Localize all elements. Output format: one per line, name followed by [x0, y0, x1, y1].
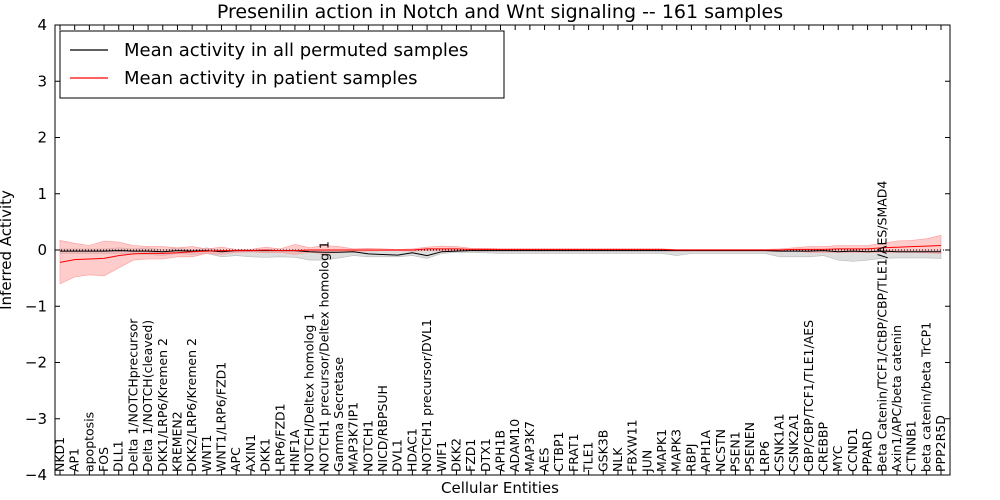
category-label: NKD1 [52, 437, 67, 472]
category-label: FRAT1 [566, 433, 581, 472]
category-label: JUN [639, 450, 654, 473]
category-label: CREBBP [816, 422, 831, 472]
category-label: HNF1A [287, 429, 302, 472]
category-label: PPP2R5D [933, 415, 948, 472]
category-label: WNT1/LRP6/FZD1 [214, 362, 229, 472]
category-label: GSK3B [595, 430, 610, 472]
category-label: DLL1 [111, 440, 126, 472]
category-label: CCND1 [845, 428, 860, 472]
category-label: DVL1 [390, 439, 405, 472]
legend-box [59, 30, 505, 99]
category-label: Gamma Secretase [331, 357, 346, 472]
category-label: CSNK1A1 [772, 413, 787, 472]
category-label: WNT1 [199, 435, 214, 472]
category-label: CSNK2A1 [786, 413, 801, 472]
category-label: MAP3K7IP1 [346, 402, 361, 472]
category-label: NOTCH1 [360, 420, 375, 472]
category-label: AXIN1 [243, 434, 258, 472]
category-label: APC [228, 447, 243, 472]
legend-label-1: Mean activity in patient samples [124, 68, 418, 89]
category-label: NLK [610, 447, 625, 472]
y-tick-label: −3 [25, 410, 47, 428]
category-label: PPARD [860, 431, 875, 472]
y-axis-label: Inferred Activity [0, 190, 15, 310]
category-label: MAPK3 [669, 429, 684, 472]
confidence-bands [59, 235, 942, 285]
category-label: AP1 [67, 448, 82, 472]
y-tick-label: 0 [37, 241, 47, 259]
category-label: TLE1 [581, 442, 596, 473]
category-label: PSEN1 [727, 431, 742, 472]
category-label: NOTCH1 precursor/DVL1 [419, 319, 434, 472]
category-label: beta catenin/beta TrCP1 [918, 322, 933, 472]
category-label: DKK1 [258, 438, 273, 472]
category-label: apoptosis [81, 412, 96, 472]
category-label: FBXW11 [625, 419, 640, 472]
plot-frame [54, 24, 951, 476]
y-tick-label: 2 [37, 129, 47, 147]
y-tick-label: −2 [25, 354, 47, 372]
y-tick-label: −1 [25, 297, 47, 315]
category-label: KREMEN2 [170, 411, 185, 472]
category-label: CTNNB1 [904, 420, 919, 472]
category-label: RBPJ [683, 444, 698, 473]
series-lines [55, 245, 950, 263]
category-labels: NKD1 AP1 apoptosis FOS DLL1 Delta 1/NOTCHprec… [52, 181, 948, 473]
category-label: Beta Catenin/TCF1/CtBP/CBP/TLE1/AES/SMAD… [874, 181, 889, 472]
category-label: ADAM10 [507, 419, 522, 472]
category-label: DTX1 [478, 438, 493, 472]
category-label: DKK1/LRP6/Kremen 2 [155, 338, 170, 472]
category-label: FZD1 [463, 439, 478, 472]
x-axis-label: Cellular Entities [441, 479, 559, 497]
y-tick-label: −4 [25, 466, 47, 484]
category-label: DKK2 [448, 438, 463, 472]
y-tick-label: 4 [37, 16, 47, 34]
category-label: NOTCH/Deltex homolog 1 [302, 313, 317, 472]
category-label: CBP/CBP/TCF1/TLE1/AES [801, 320, 816, 472]
category-label: APH1B [493, 430, 508, 472]
y-tick-label: 1 [37, 185, 47, 203]
chart-title: Presenilin action in Notch and Wnt signa… [217, 1, 783, 23]
category-label: DKK2/LRP6/Kremen 2 [184, 338, 199, 472]
series-line-1 [59, 245, 942, 263]
category-label: CTBP1 [551, 432, 566, 472]
category-label: NCSTN [713, 429, 728, 472]
category-label: NOTCH1 precursor/Deltex homolog 1 [316, 241, 331, 472]
category-label: FOS [96, 447, 111, 472]
category-label: PSENEN [742, 422, 757, 472]
category-label: HDAC1 [404, 428, 419, 472]
legend: Mean activity in all permuted samples Mea… [59, 30, 505, 99]
category-label: APH1A [698, 430, 713, 472]
category-label: Axin1/APC/beta catenin [889, 325, 904, 472]
category-label: LRP6/FZD1 [272, 403, 287, 472]
category-label: LRP6 [757, 441, 772, 472]
category-label: WIF1 [434, 441, 449, 472]
category-label: NICD/RBPSUH [375, 385, 390, 472]
y-tick-label: 3 [37, 72, 47, 90]
category-label: MAPK1 [654, 429, 669, 472]
category-label: AES [537, 448, 552, 472]
category-label: MAP3K7 [522, 421, 537, 472]
series-band-1 [59, 235, 942, 285]
category-label: Delta 1/NOTCH(cleaved) [140, 320, 155, 472]
axis-ticks: −4 −3 −2 −1 0 1 2 3 4 [25, 16, 950, 484]
legend-label-0: Mean activity in all permuted samples [124, 40, 468, 61]
category-label: MYC [830, 445, 845, 472]
category-label: Delta 1/NOTCHprecursor [125, 318, 140, 472]
